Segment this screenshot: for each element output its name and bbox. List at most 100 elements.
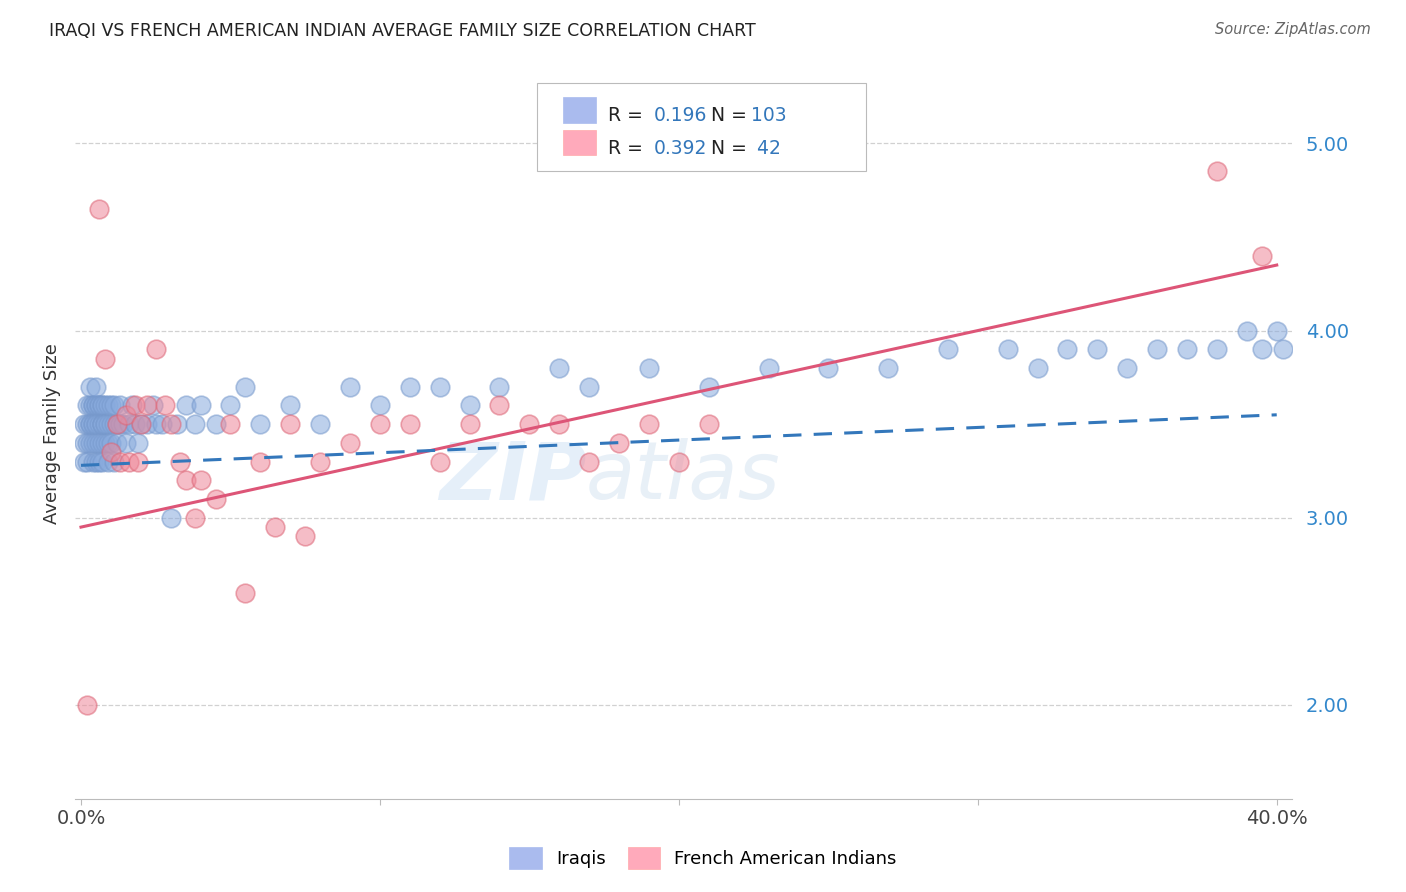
Point <box>84 399 107 413</box>
Point <box>124 399 146 413</box>
Point <box>90 417 112 432</box>
Point <box>638 361 661 376</box>
Point <box>84 436 107 450</box>
Point <box>94 399 117 413</box>
Point <box>150 417 173 432</box>
Point <box>190 399 212 413</box>
Point <box>997 343 1019 357</box>
Point <box>235 380 257 394</box>
Point <box>183 510 205 524</box>
Point <box>204 491 226 506</box>
Point <box>87 417 110 432</box>
Point <box>87 399 110 413</box>
Point <box>697 380 720 394</box>
Point <box>145 343 167 357</box>
Point <box>368 399 391 413</box>
Point <box>73 454 96 468</box>
Legend: Iraqis, French American Indians: Iraqis, French American Indians <box>501 838 905 879</box>
Point <box>638 417 661 432</box>
Point <box>127 454 149 468</box>
FancyBboxPatch shape <box>562 97 596 122</box>
Point <box>97 436 120 450</box>
Point <box>79 436 101 450</box>
Point <box>398 417 420 432</box>
Point <box>135 399 157 413</box>
Point <box>174 399 197 413</box>
Text: R =: R = <box>607 139 648 158</box>
Point <box>90 399 112 413</box>
Point <box>87 202 110 216</box>
Point <box>1116 361 1139 376</box>
Point <box>90 436 112 450</box>
Point <box>1271 343 1294 357</box>
Y-axis label: Average Family Size: Average Family Size <box>44 343 60 524</box>
Point <box>94 417 117 432</box>
FancyBboxPatch shape <box>537 83 866 170</box>
Point <box>339 436 361 450</box>
Point <box>166 417 188 432</box>
Point <box>142 399 165 413</box>
Point <box>264 520 287 534</box>
Point <box>97 454 120 468</box>
Point <box>1236 324 1258 338</box>
Point <box>97 417 120 432</box>
Point <box>339 380 361 394</box>
Point <box>309 454 332 468</box>
Point <box>398 380 420 394</box>
Point <box>1250 343 1272 357</box>
Point <box>877 361 900 376</box>
Point <box>1085 343 1108 357</box>
Point <box>79 399 101 413</box>
Point <box>100 399 122 413</box>
Point <box>94 436 117 450</box>
Point <box>103 399 125 413</box>
Point <box>817 361 839 376</box>
Point <box>79 380 101 394</box>
Text: R =: R = <box>607 106 648 126</box>
Point <box>90 399 112 413</box>
Point <box>82 399 104 413</box>
Point <box>668 454 690 468</box>
Point <box>607 436 630 450</box>
Point <box>87 454 110 468</box>
Point <box>73 417 96 432</box>
Point <box>145 417 167 432</box>
Point <box>76 399 98 413</box>
Point <box>235 585 257 599</box>
Text: 0.392: 0.392 <box>654 139 707 158</box>
Point <box>105 417 128 432</box>
Point <box>278 417 301 432</box>
Point <box>219 417 242 432</box>
Point <box>121 399 143 413</box>
Point <box>76 436 98 450</box>
Point <box>84 417 107 432</box>
Point <box>153 399 176 413</box>
Text: ZIP: ZIP <box>439 438 586 516</box>
Point <box>278 399 301 413</box>
Point <box>1250 249 1272 263</box>
Point <box>458 417 481 432</box>
Point <box>118 454 141 468</box>
Point <box>76 454 98 468</box>
Point <box>84 417 107 432</box>
Point <box>90 417 112 432</box>
Text: 42: 42 <box>751 139 782 158</box>
Point <box>87 399 110 413</box>
Point <box>488 380 510 394</box>
Point <box>183 417 205 432</box>
Point <box>578 380 600 394</box>
Point <box>697 417 720 432</box>
Point <box>82 436 104 450</box>
Point <box>1206 164 1229 178</box>
Point <box>174 473 197 487</box>
Point <box>127 436 149 450</box>
Point <box>100 417 122 432</box>
Point <box>108 417 131 432</box>
Point <box>76 698 98 712</box>
Point <box>1265 324 1288 338</box>
Point <box>118 417 141 432</box>
Point <box>190 473 212 487</box>
Point <box>100 436 122 450</box>
Text: atlas: atlas <box>586 438 780 516</box>
Point <box>105 436 128 450</box>
